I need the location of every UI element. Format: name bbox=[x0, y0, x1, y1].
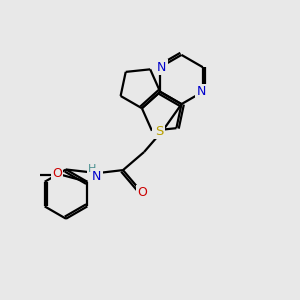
Text: O: O bbox=[138, 186, 147, 199]
Text: S: S bbox=[155, 124, 163, 138]
Text: H: H bbox=[88, 164, 96, 174]
Text: O: O bbox=[52, 167, 62, 180]
Text: N: N bbox=[157, 61, 166, 74]
Text: N: N bbox=[92, 169, 102, 183]
Text: S: S bbox=[153, 123, 161, 136]
Text: N: N bbox=[196, 85, 206, 98]
